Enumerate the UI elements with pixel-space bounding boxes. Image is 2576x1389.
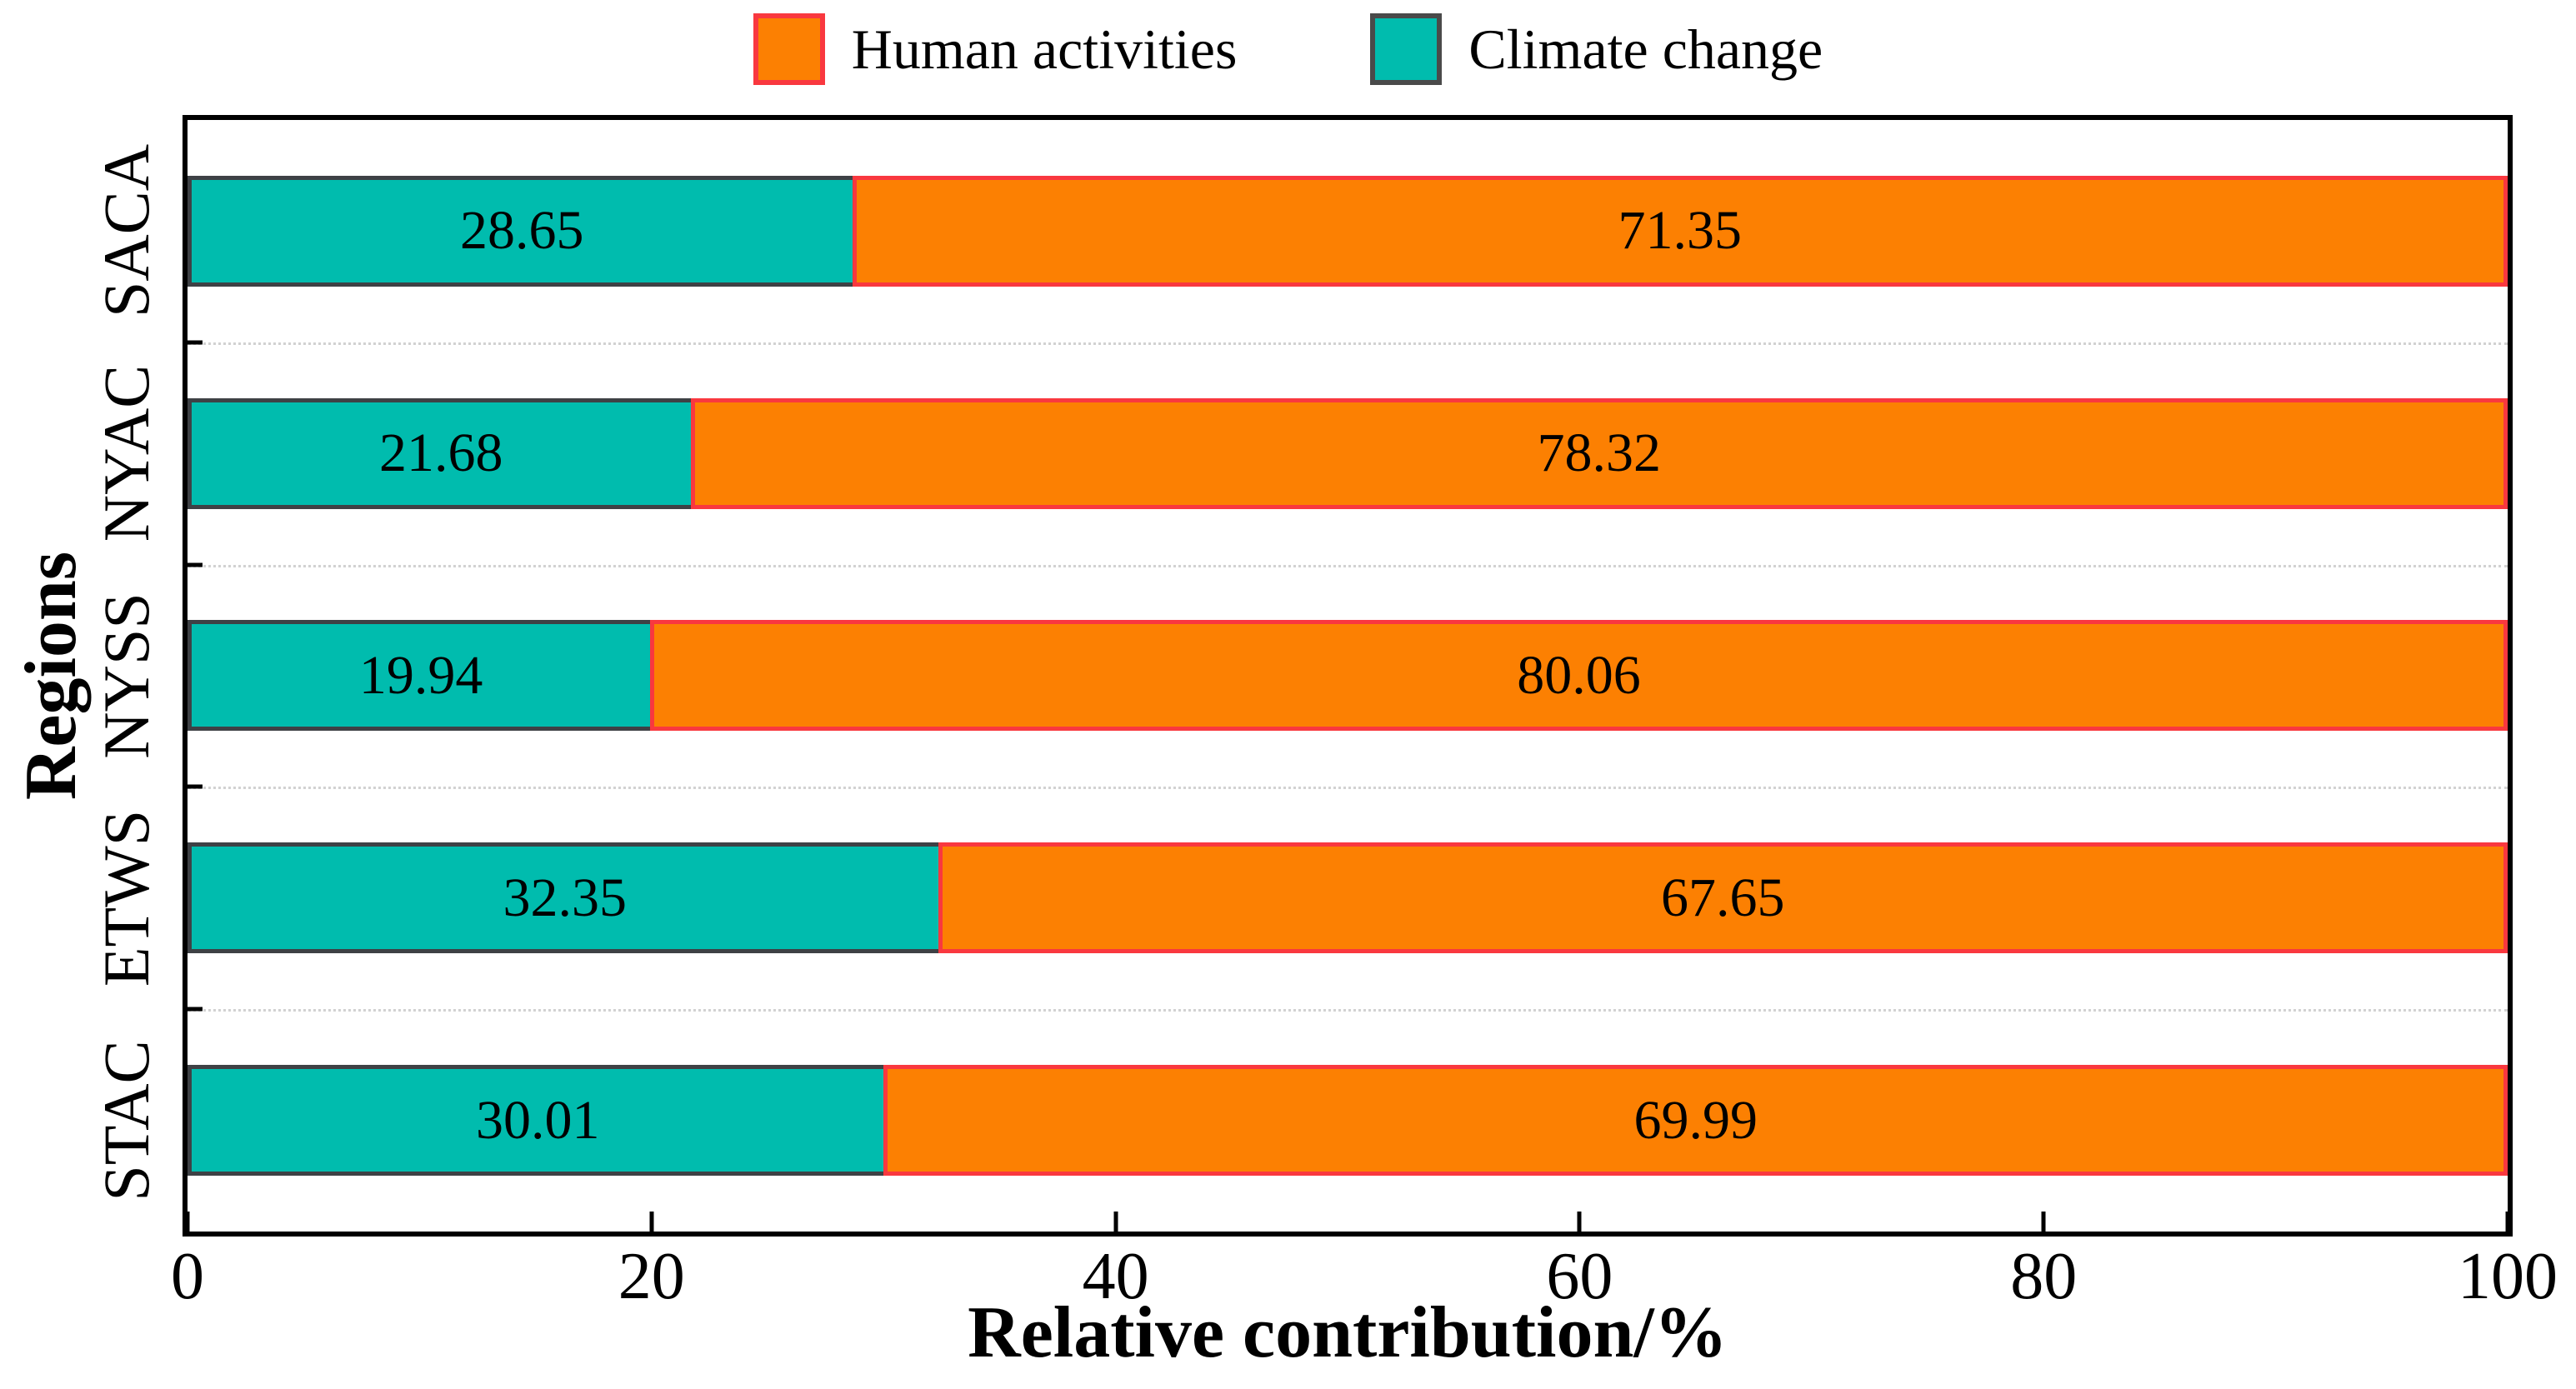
x-tick-label: 40	[1082, 1240, 1149, 1313]
bar-segment-climate-change: 32.35	[188, 842, 938, 954]
stacked-bar: 21.68 78.32	[188, 397, 2508, 509]
plot-area: 28.65 71.35 21.68 78.32 19.94 80.06 32.35 67.65…	[183, 115, 2513, 1237]
y-axis-minor-tick	[188, 562, 203, 567]
y-category-label: STAC	[90, 1040, 163, 1202]
bar-row: 19.94 80.06	[188, 565, 2508, 787]
legend-item-human-activities: Human activities	[753, 13, 1238, 85]
x-tick-label: 60	[1546, 1240, 1613, 1313]
legend-label-human-activities: Human activities	[851, 17, 1238, 81]
bar-value-label: 78.32	[1537, 422, 1662, 484]
y-axis-minor-tick	[188, 784, 203, 789]
bar-row: 28.65 71.35	[188, 120, 2508, 342]
bar-value-label: 28.65	[460, 200, 584, 262]
x-tick-label: 80	[2010, 1240, 2078, 1313]
stacked-bar: 19.94 80.06	[188, 620, 2508, 732]
bar-segment-human-activities: 69.99	[883, 1065, 2508, 1177]
gridline	[188, 342, 2508, 345]
legend: Human activities Climate change	[0, 13, 2576, 85]
x-axis-tick	[185, 1212, 190, 1232]
bar-row: 21.68 78.32	[188, 342, 2508, 565]
y-category-label: ETWS	[90, 809, 163, 987]
x-tick-label: 0	[171, 1240, 204, 1313]
bar-segment-climate-change: 21.68	[188, 397, 691, 509]
y-category-label: NYSS	[90, 592, 163, 759]
bar-value-label: 67.65	[1661, 867, 1785, 928]
y-axis-minor-tick	[188, 1007, 203, 1012]
stacked-bar: 32.35 67.65	[188, 842, 2508, 954]
gridline	[188, 564, 2508, 567]
legend-item-climate-change: Climate change	[1370, 13, 1823, 85]
x-tick-label: 100	[2458, 1240, 2558, 1313]
y-axis-title: Regions	[11, 551, 92, 801]
bar-segment-human-activities: 67.65	[938, 842, 2508, 954]
x-tick-label: 20	[618, 1240, 685, 1313]
bar-segment-climate-change: 19.94	[188, 620, 651, 732]
bar-value-label: 30.01	[475, 1089, 600, 1151]
bar-row: 30.01 69.99	[188, 1009, 2508, 1232]
bar-segment-climate-change: 28.65	[188, 175, 853, 287]
y-category-label: SACA	[90, 144, 163, 318]
bar-value-label: 19.94	[358, 644, 483, 706]
bar-value-label: 80.06	[1517, 644, 1641, 706]
gridline	[188, 787, 2508, 790]
y-category-label: NYAC	[90, 365, 163, 542]
legend-label-climate-change: Climate change	[1468, 17, 1823, 81]
bar-segment-human-activities: 80.06	[650, 620, 2508, 732]
x-axis-tick	[649, 1212, 654, 1232]
bar-segment-human-activities: 71.35	[852, 175, 2508, 287]
legend-swatch-climate-change	[1370, 13, 1443, 85]
bar-value-label: 32.35	[503, 867, 628, 928]
bar-value-label: 69.99	[1633, 1089, 1758, 1151]
legend-swatch-human-activities	[753, 13, 825, 85]
bar-segment-climate-change: 30.01	[188, 1065, 884, 1177]
stacked-bar: 30.01 69.99	[188, 1065, 2508, 1177]
bar-row: 32.35 67.65	[188, 787, 2508, 1009]
x-axis-tick	[2505, 1212, 2510, 1232]
bar-value-label: 71.35	[1618, 200, 1743, 262]
x-axis-tick	[1577, 1212, 1582, 1232]
x-axis-tick	[1113, 1212, 1118, 1232]
x-axis-title: Relative contribution/%	[968, 1292, 1728, 1373]
bar-value-label: 21.68	[379, 422, 503, 484]
bar-segment-human-activities: 78.32	[690, 397, 2508, 509]
x-axis-tick	[2041, 1212, 2046, 1232]
stacked-bar: 28.65 71.35	[188, 175, 2508, 287]
y-axis-minor-tick	[188, 340, 203, 345]
gridline	[188, 1009, 2508, 1012]
